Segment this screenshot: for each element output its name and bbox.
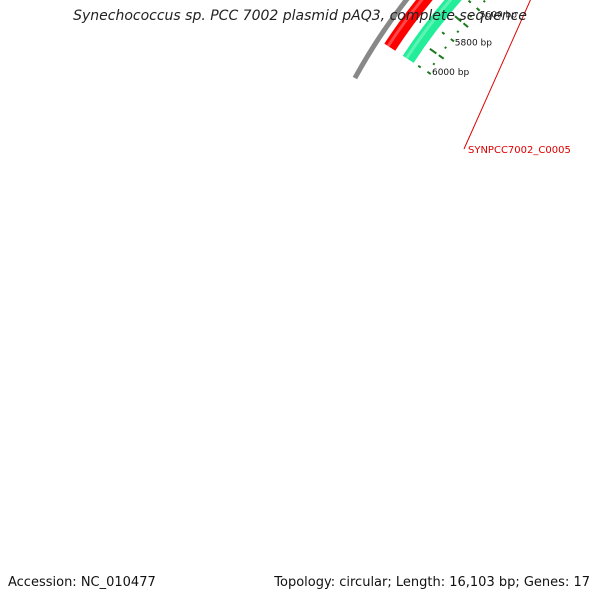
lower-red-feature <box>384 0 433 51</box>
inner-ring-tick <box>441 31 446 35</box>
map-title: Synechococcus sp. PCC 7002 plasmid pAQ3,… <box>73 8 527 24</box>
inner-ring-tick <box>417 64 422 69</box>
gene-leader-line <box>463 0 531 150</box>
minor-tick <box>476 7 481 12</box>
tick-label: 5800 bp <box>455 38 492 48</box>
minor-tick <box>444 46 447 50</box>
backbone-ring <box>352 0 410 80</box>
minor-tick <box>482 0 486 3</box>
minor-tick <box>469 14 473 18</box>
green-feature-highlight <box>405 0 453 60</box>
minor-tick <box>426 71 432 75</box>
gene-label[interactable]: SYNPCC7002_C0005 <box>468 145 571 156</box>
minor-tick <box>432 62 436 66</box>
inner-ring-tick <box>454 15 462 23</box>
major-tick <box>438 54 445 60</box>
green-feature <box>402 0 462 63</box>
lower-red-feature-highlight <box>386 0 424 47</box>
minor-tick <box>450 38 455 43</box>
minor-tick <box>456 30 460 34</box>
tick-label: 5600 bp <box>480 11 517 21</box>
inner-ring-tick <box>429 47 437 55</box>
tick-label: 6000 bp <box>432 68 469 78</box>
accession-text: Accession: NC_010477 <box>8 575 156 590</box>
inner-ring-tick <box>467 0 472 4</box>
topology-summary: Topology: circular; Length: 16,103 bp; G… <box>274 575 590 590</box>
major-tick <box>462 22 469 28</box>
